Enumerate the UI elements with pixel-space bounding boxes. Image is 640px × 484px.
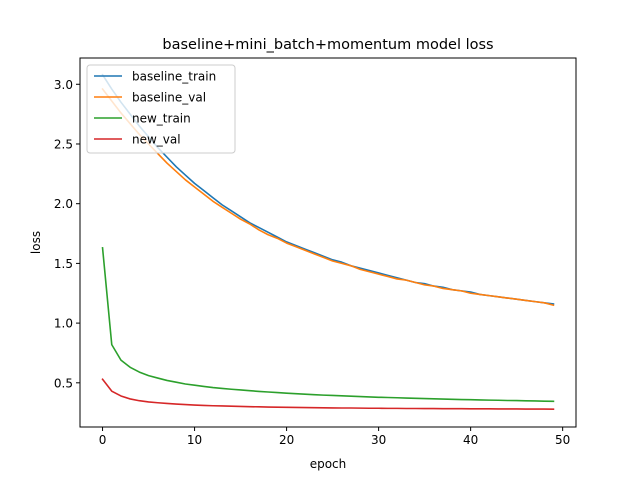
legend-box [86,64,236,154]
legend-label-new_val: new_val [132,133,181,147]
x-tick-label: 20 [279,433,294,447]
y-tick-label: 2.0 [54,197,73,211]
x-tick-label: 50 [555,433,570,447]
y-axis-label: loss [29,231,43,254]
plot-frame [79,57,577,428]
y-tick-label: 1.5 [54,257,73,271]
x-axis-label: epoch [310,457,347,471]
legend-label-new_train: new_train [132,112,191,126]
plot-lines [101,73,555,411]
x-tick-label: 0 [99,433,107,447]
chart-title: baseline+mini_batch+momentum model loss [162,37,493,53]
legend: baseline_train baseline_val new_train new_v… [86,64,236,154]
legend-label-baseline_train: baseline_train [132,70,216,84]
series-line-new_val [101,378,555,411]
legend-label-baseline_val: baseline_val [132,91,206,105]
series-line-baseline_val [101,87,555,307]
axis-ticks: 0 10 20 30 40 50 0.5 1.0 1.5 2.0 2.5 3.0 [54,78,570,447]
series-line-new_train [101,246,555,403]
y-tick-label: 0.5 [54,376,73,390]
y-tick-label: 1.0 [54,317,73,331]
y-tick-label: 2.5 [54,137,73,151]
x-tick-label: 10 [187,433,202,447]
x-tick-label: 30 [371,433,386,447]
y-tick-label: 3.0 [54,78,73,92]
x-tick-label: 40 [463,433,478,447]
